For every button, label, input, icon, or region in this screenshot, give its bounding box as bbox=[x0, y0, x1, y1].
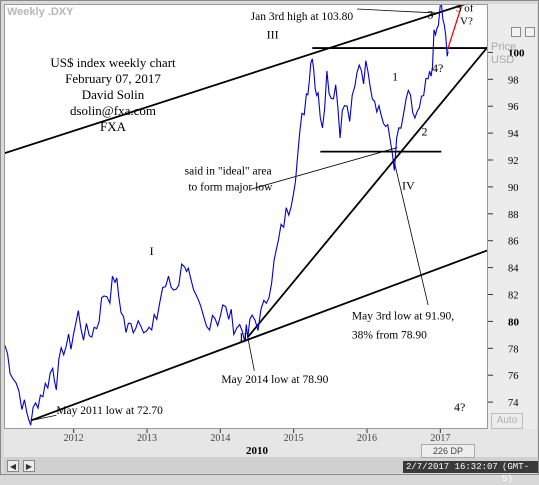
wave-label-12-b: V? bbox=[460, 16, 473, 28]
annotation-2: to form major low bbox=[188, 182, 273, 194]
note-line-0: US$ index weekly chart bbox=[50, 55, 176, 70]
wave-label-3: I bbox=[150, 244, 154, 258]
window-title: Weekly .DXY bbox=[7, 6, 74, 18]
y-tick-label-5: 84 bbox=[508, 264, 519, 275]
y-tick-label-8: 90 bbox=[508, 183, 519, 194]
y-tick-label-4: 82 bbox=[508, 291, 519, 302]
price-axis-strip: 74 76 78 80 82 84 86 88 90 92 94 96 98 100 bbox=[488, 4, 537, 429]
note-line-2: David Solin bbox=[82, 87, 145, 102]
y-tick-label-2: 78 bbox=[508, 344, 519, 355]
trendline-2 bbox=[247, 46, 487, 338]
trendline-6 bbox=[394, 162, 429, 306]
axis-title-currency: USD bbox=[491, 54, 515, 66]
note-line-1: February 07, 2017 bbox=[65, 71, 161, 86]
x-era-label: 2010 bbox=[246, 445, 269, 457]
annotation-14: 38% from 78.90 bbox=[352, 330, 427, 342]
y-tick-label-12: 98 bbox=[508, 75, 519, 86]
trendline-7 bbox=[247, 337, 255, 371]
y-tick-label-3: 80 bbox=[508, 316, 520, 328]
date-axis: 2012 2013 2014 2015 2016 2017 2010 bbox=[64, 429, 450, 457]
plot-area[interactable]: US$ index weekly chart February 07, 2017 D… bbox=[4, 4, 488, 429]
trendline-1 bbox=[30, 249, 487, 422]
y-tick-label-11: 96 bbox=[508, 102, 519, 113]
x-tick-label-4: 2016 bbox=[357, 433, 377, 444]
y-tick-label-1: 76 bbox=[508, 371, 519, 382]
x-tick-label-1: 2013 bbox=[137, 433, 157, 444]
zoom-level[interactable]: 226 DP bbox=[421, 444, 475, 458]
wave-label-5: III bbox=[267, 28, 279, 42]
wave-label-11: 4? bbox=[454, 400, 465, 414]
trendline-8 bbox=[30, 414, 57, 421]
wave-label-12: 3 of bbox=[456, 5, 474, 15]
note-line-4: FXA bbox=[100, 119, 127, 134]
forecast-line bbox=[446, 5, 463, 51]
annotation-0: Jan 3rd high at 103.80 bbox=[251, 11, 354, 23]
restore-icon[interactable] bbox=[511, 27, 521, 37]
wave-label-4: II bbox=[239, 330, 247, 344]
x-tick-label-0: 2012 bbox=[64, 433, 84, 444]
annotation-1: said in "ideal" area bbox=[185, 165, 272, 177]
price-axis: 74 76 78 80 82 84 86 88 90 92 94 96 98 100 bbox=[488, 47, 525, 409]
x-tick-label-5: 2017 bbox=[430, 433, 450, 444]
wave-label-9: 3 bbox=[427, 7, 433, 21]
scroll-right-icon[interactable]: ▶ bbox=[23, 460, 35, 472]
trendline-5 bbox=[250, 147, 398, 190]
wave-label-8: 2 bbox=[421, 124, 427, 138]
wave-label-10: 4? bbox=[432, 61, 443, 75]
annotation-15: May 2014 low at 78.90 bbox=[221, 374, 328, 386]
x-tick-label-2: 2014 bbox=[210, 433, 230, 444]
price-series-line bbox=[5, 5, 449, 426]
wave-label-6: IV bbox=[402, 178, 415, 192]
x-tick-label-3: 2015 bbox=[284, 433, 304, 444]
annotation-13: May 3rd low at 91.90, bbox=[352, 311, 454, 323]
note-line-3: dsolin@fxa.com bbox=[70, 103, 156, 118]
status-timezone: (GMT-5) bbox=[499, 461, 538, 484]
y-tick-label-6: 86 bbox=[508, 237, 519, 248]
auto-scale-button[interactable]: Auto bbox=[491, 413, 523, 429]
close-icon[interactable] bbox=[525, 27, 535, 37]
annotation-16: May 2011 low at 72.70 bbox=[56, 405, 163, 417]
status-timestamp: 2/7/2017 16:32:07 PM bbox=[403, 461, 518, 473]
scroll-left-icon[interactable]: ◀ bbox=[7, 460, 19, 472]
trendline-9 bbox=[356, 8, 438, 14]
wave-label-7: 1 bbox=[392, 69, 398, 83]
trendline-0 bbox=[5, 5, 466, 155]
axis-title-price: Price bbox=[491, 41, 517, 53]
y-tick-label-7: 88 bbox=[508, 210, 519, 221]
y-tick-label-0: 74 bbox=[508, 398, 519, 409]
y-tick-label-10: 94 bbox=[508, 129, 519, 140]
y-tick-label-9: 92 bbox=[508, 156, 519, 167]
y-tick-label-13: 100 bbox=[508, 47, 525, 59]
